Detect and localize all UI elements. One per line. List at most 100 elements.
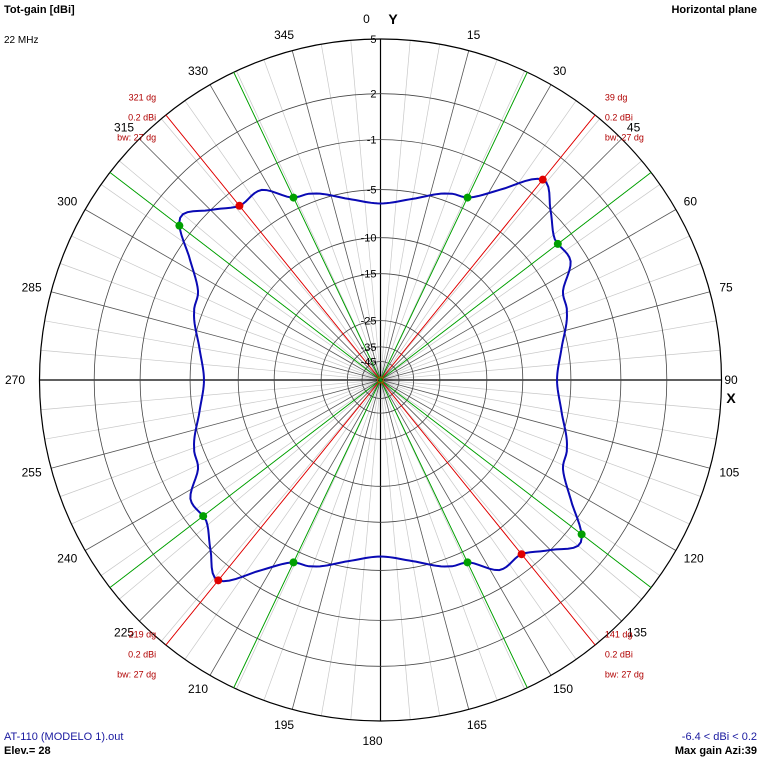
lobe-angle-label: 219 dg (129, 630, 157, 640)
grid-spoke-major (380, 379, 552, 676)
angle-label: 165 (467, 718, 487, 732)
angle-label: 60 (684, 195, 698, 209)
grid-spoke-minor (59, 263, 381, 381)
max-gain-marker (214, 576, 223, 585)
lobe-angle-label: 39 dg (605, 92, 628, 102)
grid-spoke-minor (380, 184, 661, 381)
lobe-halfpower-line (233, 72, 528, 688)
lobe-beamwidth-label: bw: 27 dg (605, 132, 644, 142)
grid-spoke-minor (380, 320, 717, 381)
grid-spoke-minor (320, 44, 381, 381)
pattern-series (178, 177, 583, 583)
angle-label: 180 (362, 734, 382, 748)
angle-label: 195 (274, 718, 294, 732)
half-power-marker (289, 193, 298, 202)
grid-spoke-minor (380, 379, 721, 411)
grid-spoke-minor (320, 379, 381, 716)
grid-spoke-minor (119, 379, 381, 600)
grid-spoke-major (380, 379, 677, 551)
max-gain-label: Max gain Azi:39 (674, 745, 757, 757)
grid-spoke-minor (380, 70, 525, 381)
grid-spoke-minor (184, 379, 381, 660)
grid-spoke-minor (350, 379, 381, 720)
lobe-beamwidth-label: bw: 27 dg (117, 132, 156, 142)
grid-spoke-minor (59, 379, 381, 497)
angle-label: 240 (57, 552, 77, 566)
grid-ring (320, 320, 441, 440)
grid-spoke-minor (71, 235, 381, 381)
grid-spoke-major (51, 291, 381, 381)
grid-ring (139, 139, 622, 621)
angle-label: 120 (684, 552, 704, 566)
grid-spoke-minor (44, 379, 381, 440)
radial-tick-label: -10 (361, 233, 377, 245)
grid-spoke-minor (380, 59, 498, 381)
angle-label: 150 (553, 682, 573, 696)
lobe-gain-label: 0.2 dBi (605, 650, 633, 660)
radial-tick-label: -1 (367, 135, 377, 147)
angle-label: 345 (274, 28, 294, 42)
half-power-marker (463, 558, 472, 567)
lobe-angle-label: 321 dg (129, 92, 157, 102)
elevation-label: Elev.= 28 (4, 745, 51, 757)
gain-range: -6.4 < dBi < 0.2 (681, 731, 757, 743)
grid-spoke-major (380, 209, 677, 381)
frequency-label: 22 MHz (4, 35, 39, 46)
grid-spoke-major (139, 138, 381, 381)
angle-label: 285 (22, 281, 42, 295)
grid-spoke-minor (380, 349, 721, 381)
grid-spoke-minor (184, 100, 381, 381)
angle-label: 135 (627, 625, 647, 639)
pattern-markers (175, 175, 586, 585)
grid-spoke-minor (40, 379, 381, 411)
half-power-marker (175, 221, 184, 230)
grid-ring (93, 93, 668, 667)
grid-ring (361, 361, 400, 399)
half-power-marker (463, 193, 472, 202)
angle-label: 300 (57, 195, 77, 209)
file-name: AT-110 (MODELO 1).out (4, 731, 124, 743)
angle-label: 75 (719, 281, 733, 295)
lobe-gain-label: 0.2 dBi (128, 112, 156, 122)
grid-spoke-major (380, 379, 470, 710)
grid-spoke-minor (380, 40, 411, 381)
grid-spoke-minor (380, 379, 525, 690)
grid-spoke-major (51, 379, 381, 469)
grid-spoke-major (84, 379, 381, 551)
max-gain-marker (538, 175, 547, 184)
grid-spoke-minor (161, 118, 381, 381)
lobe-angle-label: 141 dg (605, 630, 633, 640)
half-power-marker (199, 512, 208, 521)
grid-spoke-major (209, 379, 381, 676)
grid-spoke-minor (380, 379, 498, 701)
lobe-beamwidth-label: bw: 27 dg (605, 670, 644, 680)
radial-tick-label: 2 (370, 89, 376, 101)
x-axis-label: X (726, 390, 736, 406)
angle-label: 105 (719, 465, 739, 479)
angle-label: 15 (467, 28, 481, 42)
lobe-gain-label: 0.2 dBi (605, 112, 633, 122)
grid-spoke-minor (161, 379, 381, 642)
grid-spoke-minor (100, 184, 381, 381)
grid-ring (189, 189, 572, 571)
radial-tick-label: -45 (361, 356, 377, 368)
angle-label: 225 (114, 625, 134, 639)
grid-spoke-major (380, 50, 470, 381)
grid-spoke-minor (380, 379, 441, 716)
angle-label: 0 (363, 12, 370, 26)
radial-tick-label: -25 (361, 316, 377, 328)
angle-label: 270 (5, 373, 25, 387)
half-power-marker (577, 530, 586, 539)
max-gain-marker (517, 550, 526, 559)
grid-spoke-minor (119, 160, 381, 381)
lobe-beamwidth-label: bw: 27 dg (117, 670, 156, 680)
grid-spoke-minor (236, 70, 381, 381)
angle-label: 255 (22, 465, 42, 479)
polar-labels: 5 2 -1 -5 -10 -15 -25 -35 -45 0 15 30 45 60 75 90 105 120… (5, 11, 740, 748)
grid-spoke-major (380, 138, 622, 381)
grid-spoke-major (84, 209, 381, 381)
grid-spoke-major (380, 84, 552, 381)
angle-label: 210 (188, 682, 208, 696)
radial-tick-label: 5 (370, 34, 376, 46)
